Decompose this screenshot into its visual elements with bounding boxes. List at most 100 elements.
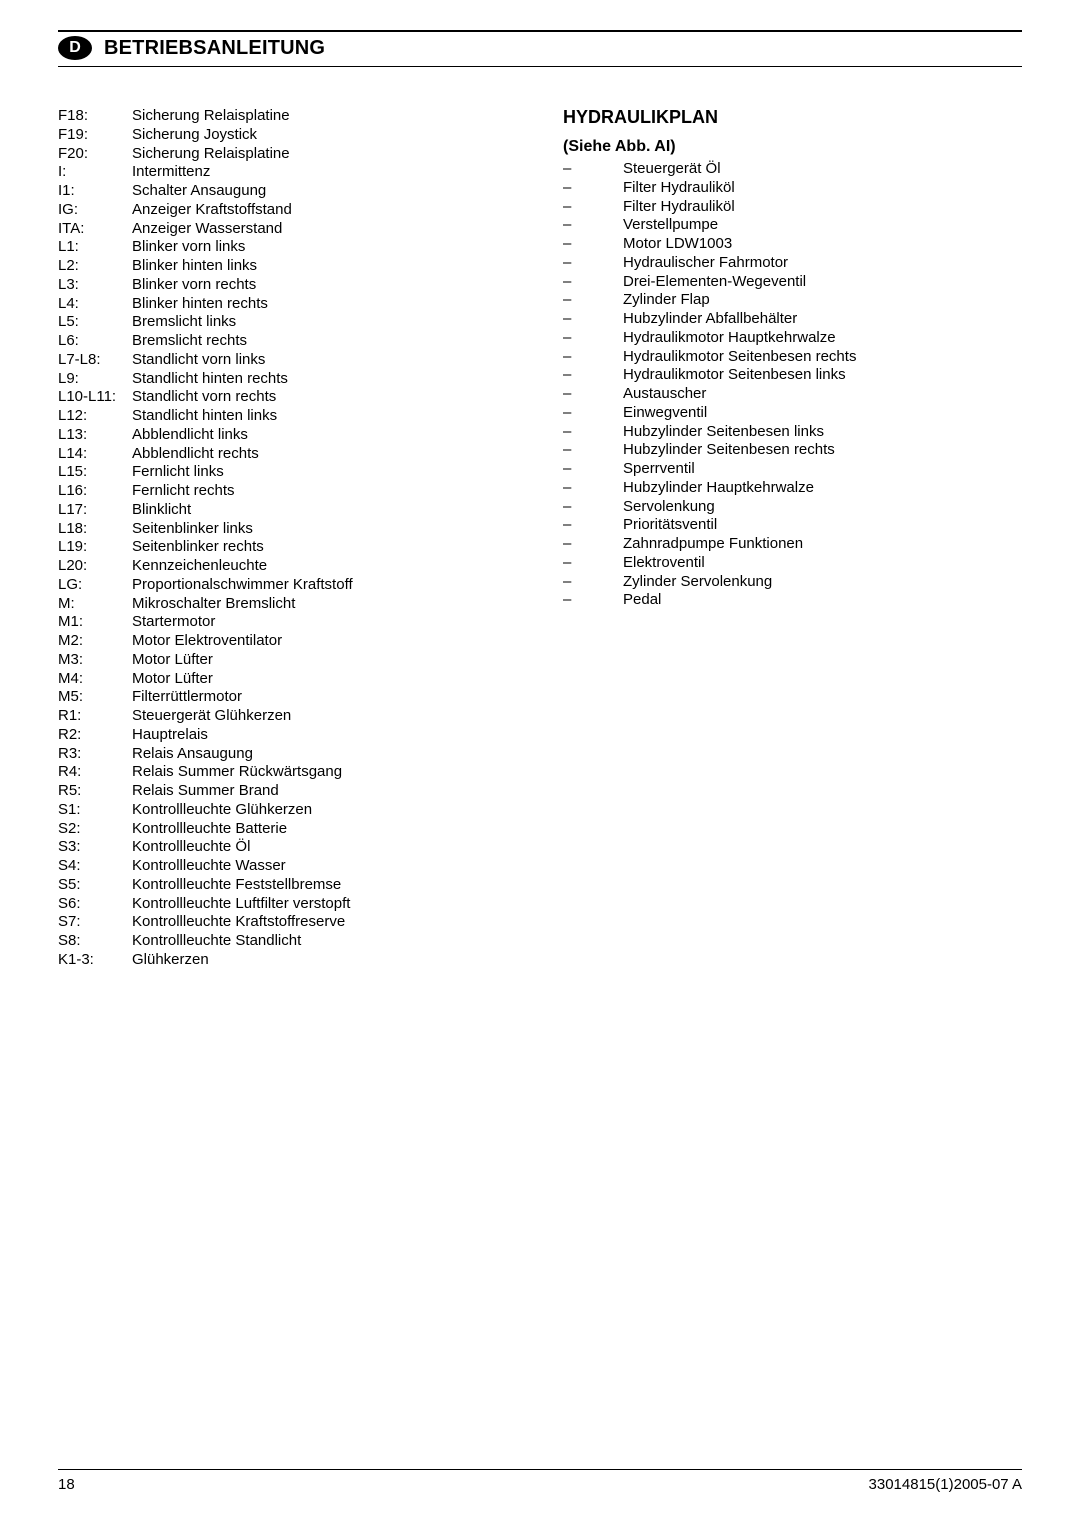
legend-key: L15: <box>58 463 132 482</box>
hydraulic-item-text: Servolenkung <box>623 498 715 517</box>
legend-row: L6:Bremslicht rechts <box>58 332 517 351</box>
hydraulic-item-text: Einwegventil <box>623 404 707 423</box>
legend-key: L12: <box>58 407 132 426</box>
hydraulic-item-text: Sperrventil <box>623 460 695 479</box>
legend-row: S7:Kontrollleuchte Kraftstoffreserve <box>58 913 517 932</box>
hydraulic-item: –Hubzylinder Hauptkehrwalze <box>563 479 1022 498</box>
legend-row: L13:Abblendlicht links <box>58 426 517 445</box>
legend-value: Fernlicht rechts <box>132 482 517 501</box>
legend-value: Abblendlicht rechts <box>132 445 517 464</box>
dash-bullet: – <box>563 366 623 385</box>
right-column: HYDRAULIKPLAN (Siehe Abb. AI) –Steuerger… <box>563 107 1022 970</box>
hydraulic-item-text: Zylinder Flap <box>623 291 710 310</box>
legend-value: Proportionalschwimmer Kraftstoff <box>132 576 517 595</box>
hydraulic-item: –Sperrventil <box>563 460 1022 479</box>
legend-value: Blinklicht <box>132 501 517 520</box>
hydraulic-item: –Verstellpumpe <box>563 216 1022 235</box>
hydraulic-item: –Steuergerät Öl <box>563 160 1022 179</box>
legend-key: M2: <box>58 632 132 651</box>
legend-row: M:Mikroschalter Bremslicht <box>58 595 517 614</box>
header: D BETRIEBSANLEITUNG <box>58 36 1022 60</box>
legend-row: F18:Sicherung Relaisplatine <box>58 107 517 126</box>
dash-bullet: – <box>563 160 623 179</box>
legend-value: Blinker hinten links <box>132 257 517 276</box>
legend-row: R3:Relais Ansaugung <box>58 745 517 764</box>
dash-bullet: – <box>563 235 623 254</box>
legend-row: M4:Motor Lüfter <box>58 670 517 689</box>
legend-row: L12:Standlicht hinten links <box>58 407 517 426</box>
legend-value: Filterrüttlermotor <box>132 688 517 707</box>
legend-value: Sicherung Joystick <box>132 126 517 145</box>
hydraulic-item: –Filter Hydrauliköl <box>563 179 1022 198</box>
hydraulic-item: –Hubzylinder Seitenbesen rechts <box>563 441 1022 460</box>
hydraulic-item: –Hydraulikmotor Seitenbesen links <box>563 366 1022 385</box>
legend-value: Abblendlicht links <box>132 426 517 445</box>
legend-value: Motor Elektroventilator <box>132 632 517 651</box>
hydraulic-item-text: Filter Hydrauliköl <box>623 179 735 198</box>
left-column: F18:Sicherung RelaisplatineF19:Sicherung… <box>58 107 517 970</box>
dash-bullet: – <box>563 573 623 592</box>
footer-rule <box>58 1469 1022 1470</box>
legend-row: S1:Kontrollleuchte Glühkerzen <box>58 801 517 820</box>
dash-bullet: – <box>563 498 623 517</box>
page: D BETRIEBSANLEITUNG F18:Sicherung Relais… <box>0 0 1080 1527</box>
legend-row: F19:Sicherung Joystick <box>58 126 517 145</box>
legend-row: F20:Sicherung Relaisplatine <box>58 145 517 164</box>
legend-row: L19:Seitenblinker rechts <box>58 538 517 557</box>
legend-row: L2:Blinker hinten links <box>58 257 517 276</box>
legend-value: Kontrollleuchte Standlicht <box>132 932 517 951</box>
legend-key: F19: <box>58 126 132 145</box>
legend-key: L13: <box>58 426 132 445</box>
content-columns: F18:Sicherung RelaisplatineF19:Sicherung… <box>58 107 1022 970</box>
legend-key: F18: <box>58 107 132 126</box>
dash-bullet: – <box>563 479 623 498</box>
legend-value: Steuergerät Glühkerzen <box>132 707 517 726</box>
legend-key: S2: <box>58 820 132 839</box>
legend-row: LG:Proportionalschwimmer Kraftstoff <box>58 576 517 595</box>
legend-value: Kontrollleuchte Glühkerzen <box>132 801 517 820</box>
legend-value: Seitenblinker rechts <box>132 538 517 557</box>
legend-key: S1: <box>58 801 132 820</box>
legend-key: I1: <box>58 182 132 201</box>
hydraulic-item: –Elektroventil <box>563 554 1022 573</box>
hydraulic-plan-list: –Steuergerät Öl–Filter Hydrauliköl–Filte… <box>563 160 1022 610</box>
legend-value: Kontrollleuchte Öl <box>132 838 517 857</box>
legend-value: Schalter Ansaugung <box>132 182 517 201</box>
legend-row: R1:Steuergerät Glühkerzen <box>58 707 517 726</box>
legend-row: L1:Blinker vorn links <box>58 238 517 257</box>
legend-row: ITA:Anzeiger Wasserstand <box>58 220 517 239</box>
legend-key: F20: <box>58 145 132 164</box>
legend-row: L17:Blinklicht <box>58 501 517 520</box>
hydraulic-item: –Zahnradpumpe Funktionen <box>563 535 1022 554</box>
hydraulic-item-text: Hubzylinder Seitenbesen links <box>623 423 824 442</box>
hydraulic-item: –Pedal <box>563 591 1022 610</box>
legend-value: Relais Summer Brand <box>132 782 517 801</box>
hydraulic-item-text: Drei-Elementen-Wegeventil <box>623 273 806 292</box>
legend-row: IG:Anzeiger Kraftstoffstand <box>58 201 517 220</box>
legend-value: Mikroschalter Bremslicht <box>132 595 517 614</box>
dash-bullet: – <box>563 404 623 423</box>
hydraulic-item: –Hydraulikmotor Hauptkehrwalze <box>563 329 1022 348</box>
legend-value: Kontrollleuchte Feststellbremse <box>132 876 517 895</box>
hydraulic-item: –Hubzylinder Abfallbehälter <box>563 310 1022 329</box>
legend-key: L2: <box>58 257 132 276</box>
legend-key: R5: <box>58 782 132 801</box>
hydraulic-plan-title: HYDRAULIKPLAN <box>563 107 1022 128</box>
legend-key: L1: <box>58 238 132 257</box>
dash-bullet: – <box>563 254 623 273</box>
hydraulic-item-text: Zylinder Servolenkung <box>623 573 772 592</box>
hydraulic-item: –Motor LDW1003 <box>563 235 1022 254</box>
legend-row: S2:Kontrollleuchte Batterie <box>58 820 517 839</box>
hydraulic-item-text: Pedal <box>623 591 661 610</box>
hydraulic-item: –Einwegventil <box>563 404 1022 423</box>
hydraulic-item-text: Hydraulikmotor Hauptkehrwalze <box>623 329 836 348</box>
hydraulic-item: –Servolenkung <box>563 498 1022 517</box>
legend-key: IG: <box>58 201 132 220</box>
hydraulic-item-text: Hubzylinder Abfallbehälter <box>623 310 797 329</box>
legend-key: L14: <box>58 445 132 464</box>
legend-value: Relais Summer Rückwärtsgang <box>132 763 517 782</box>
legend-value: Anzeiger Kraftstoffstand <box>132 201 517 220</box>
footer: 18 33014815(1)2005-07 A <box>58 1469 1022 1493</box>
hydraulic-item-text: Prioritätsventil <box>623 516 717 535</box>
hydraulic-item-text: Hubzylinder Seitenbesen rechts <box>623 441 835 460</box>
